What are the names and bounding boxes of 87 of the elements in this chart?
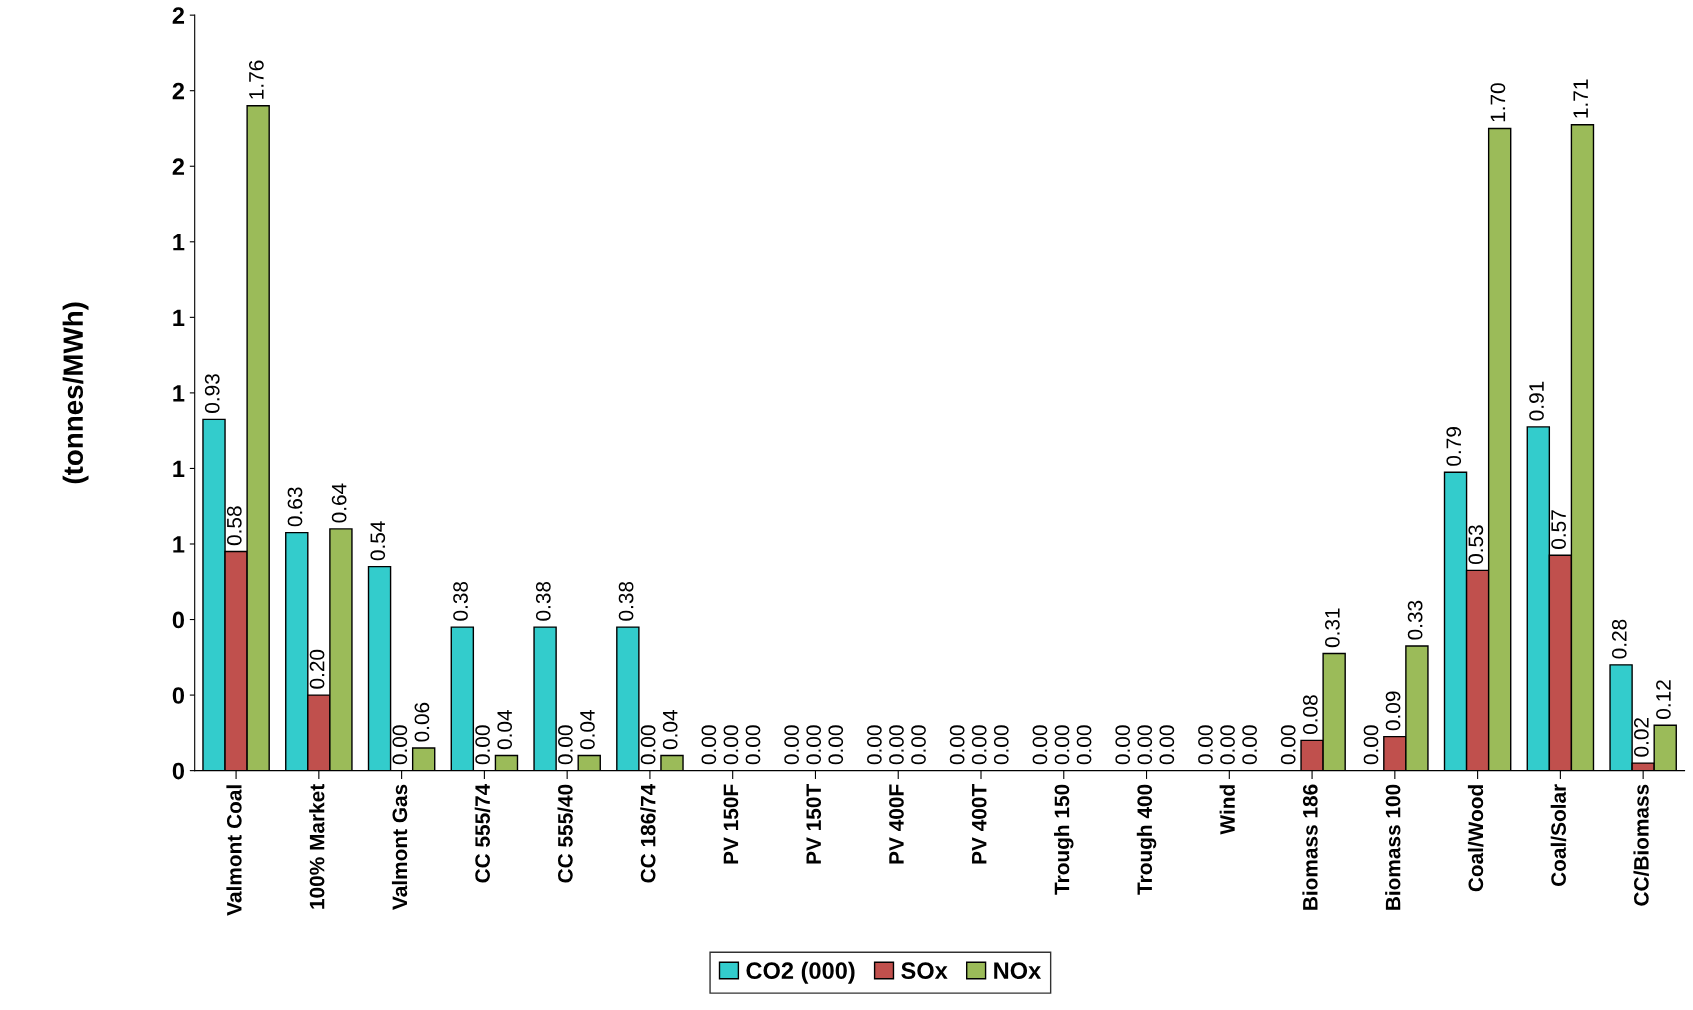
data-label: 0.00 (828, 725, 844, 765)
data-label: 1.70 (1490, 83, 1506, 122)
data-label: 0.12 (1656, 680, 1671, 719)
data-label: 0.57 (1551, 510, 1566, 549)
data-label: 0.00 (1242, 725, 1257, 765)
x-tick-label: Valmont Gas (391, 784, 408, 910)
data-label: 0.00 (1137, 725, 1153, 765)
data-label: 0.00 (475, 725, 490, 765)
legend-label: CO2 (000) (746, 961, 855, 984)
data-label: 0.04 (497, 710, 513, 750)
data-label: 0.31 (1324, 608, 1340, 648)
y-tick-label: 1 (173, 460, 185, 477)
data-label: 0.00 (806, 725, 822, 765)
x-tick-label: CC 555/40 (557, 784, 573, 883)
x-tick-label: Trough 400 (1136, 784, 1157, 895)
data-label: 0.00 (1159, 725, 1175, 765)
data-label: 0.00 (867, 725, 882, 765)
x-tick-label: Trough 150 (1054, 784, 1074, 895)
data-label: 0.91 (1529, 381, 1544, 421)
data-label: 0.00 (1032, 725, 1048, 765)
y-tick-label: 2 (172, 7, 185, 24)
data-label: 0.28 (1611, 619, 1627, 659)
y-tick-label: 1 (173, 234, 185, 251)
x-tick-label: PV 150T (806, 784, 822, 864)
y-tick-label: 2 (172, 82, 185, 100)
data-label: 0.04 (580, 710, 595, 750)
data-label: 0.63 (287, 487, 303, 527)
x-tick-label: PV 150F (723, 784, 739, 864)
data-label: 0.00 (1220, 725, 1235, 765)
data-label: 0.00 (1076, 725, 1092, 765)
data-label: 0.38 (618, 581, 634, 621)
data-label: 0.09 (1385, 691, 1401, 731)
y-tick-label: 2 (172, 158, 185, 175)
y-tick-label: 0 (172, 687, 185, 704)
data-label: 0.00 (1363, 725, 1379, 765)
data-label: 0.58 (226, 506, 242, 546)
data-label: 0.00 (911, 725, 926, 765)
data-label: 0.38 (535, 581, 551, 621)
data-label: 0.00 (784, 725, 799, 765)
x-tick-label: PV 400F (889, 784, 904, 864)
data-label: 0.08 (1302, 695, 1318, 735)
data-label: 0.00 (993, 725, 1009, 765)
data-label: 0.33 (1407, 600, 1423, 640)
data-label: 1.76 (248, 60, 264, 99)
x-tick-label: Biomass 186 (1302, 784, 1318, 910)
y-tick-label: 0 (172, 762, 185, 780)
data-label: 0.00 (1054, 725, 1070, 765)
y-axis-title: (tonnes/MWh) (62, 302, 89, 484)
x-tick-label: CC 555/74 (474, 783, 491, 883)
data-label: 0.79 (1446, 427, 1462, 466)
data-label: 0.00 (745, 725, 761, 765)
data-label: 0.00 (1115, 725, 1131, 765)
legend-label: SOx (901, 962, 948, 980)
data-label: 0.04 (662, 710, 678, 750)
data-label: 0.02 (1633, 718, 1649, 757)
data-label: 0.00 (557, 725, 573, 765)
data-label: 1.71 (1573, 79, 1588, 118)
y-tick-label: 1 (173, 309, 185, 326)
data-label: 0.00 (889, 725, 904, 765)
data-label: 0.93 (204, 374, 220, 413)
x-tick-label: CC 186/74 (640, 783, 656, 883)
x-tick-label: Biomass 100 (1385, 784, 1401, 910)
data-label: 0.00 (701, 725, 717, 765)
data-label: 0.00 (640, 725, 656, 765)
x-tick-label: Valmont Coal (226, 785, 242, 916)
data-label: 0.06 (414, 702, 430, 742)
x-tick-label: Wind (1219, 785, 1235, 835)
x-tick-label: CC/Biomass (1633, 784, 1649, 906)
data-label: 0.64 (331, 483, 347, 523)
data-label: 0.00 (392, 725, 408, 765)
data-label: 0.00 (971, 725, 987, 765)
legend-label: NOx (994, 962, 1042, 980)
data-label: 0.00 (1198, 725, 1213, 765)
data-label: 0.38 (453, 581, 468, 621)
data-label: 0.54 (370, 521, 386, 561)
data-label: 0.20 (309, 649, 325, 689)
data-label: 0.53 (1468, 525, 1484, 565)
data-label: 0.00 (723, 725, 739, 765)
data-label: 0.00 (949, 725, 965, 765)
y-tick-label: 1 (173, 536, 185, 553)
x-tick-label: Coal/Wood (1467, 785, 1484, 892)
y-tick-label: 1 (173, 385, 185, 402)
x-tick-label: PV 400T (971, 784, 987, 864)
y-tick-label: 0 (172, 611, 185, 629)
data-label: 0.00 (1280, 725, 1296, 765)
x-tick-label: Coal/Solar (1550, 784, 1567, 886)
x-tick-label: 100% Market (309, 784, 325, 909)
